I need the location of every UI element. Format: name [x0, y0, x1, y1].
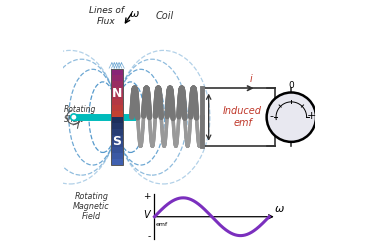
Text: Coil: Coil — [155, 11, 174, 21]
Text: i: i — [250, 74, 253, 84]
Bar — [110, 117, 123, 123]
Bar — [110, 135, 123, 141]
Text: -: - — [269, 111, 273, 121]
Text: Lines of
Flux: Lines of Flux — [89, 6, 124, 26]
Bar — [110, 141, 123, 147]
Text: N: N — [112, 87, 122, 100]
Text: $V$: $V$ — [143, 208, 152, 220]
Bar — [110, 129, 123, 135]
Bar — [110, 99, 123, 105]
Bar — [110, 69, 123, 165]
Bar — [110, 111, 123, 117]
Bar — [110, 105, 123, 111]
Bar — [110, 123, 123, 129]
Text: ω: ω — [274, 204, 284, 214]
Circle shape — [70, 114, 77, 120]
Bar — [110, 81, 123, 87]
Text: Rotating
Magnetic
Field: Rotating Magnetic Field — [73, 192, 110, 221]
Text: emf: emf — [156, 222, 168, 227]
Text: Rotating
Shaft: Rotating Shaft — [64, 105, 96, 124]
Text: +: + — [307, 111, 316, 121]
Text: +: + — [143, 192, 151, 201]
Bar — [110, 147, 123, 153]
Circle shape — [267, 92, 316, 142]
Text: ω: ω — [130, 9, 139, 19]
Text: S: S — [112, 135, 121, 148]
Text: Induced
emf: Induced emf — [223, 106, 262, 128]
Text: -: - — [147, 232, 151, 241]
Text: 0: 0 — [288, 81, 294, 90]
Bar — [110, 93, 123, 99]
Bar — [110, 87, 123, 93]
Bar — [110, 75, 123, 81]
Bar — [110, 69, 123, 75]
Bar — [110, 159, 123, 165]
Bar — [110, 153, 123, 159]
